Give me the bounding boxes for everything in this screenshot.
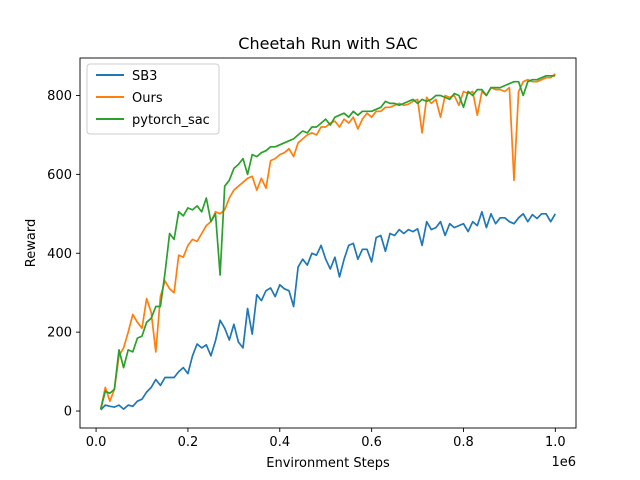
series-line-pytorch-sac: [99, 74, 556, 410]
x-tick-label: 0.4: [269, 435, 290, 450]
legend-label-sb3: SB3: [132, 69, 157, 84]
x-axis-label: Environment Steps: [266, 456, 390, 471]
y-tick-label: 400: [47, 247, 72, 262]
y-tick-label: 600: [47, 168, 72, 183]
series-layer: [99, 73, 557, 411]
x-tick-label: 1.0: [545, 435, 566, 450]
plot-frame: [79, 57, 577, 429]
legend-box: [86, 63, 220, 135]
y-tick-label: 200: [47, 326, 72, 341]
y-axis-label: Reward: [24, 219, 39, 267]
x-tick-label: 0.2: [178, 435, 199, 450]
y-axis: 0 200 400 600 800: [47, 89, 80, 420]
series-line-sb3: [100, 210, 557, 411]
x-axis: 0.0 0.2 0.4 0.6 0.8 1.0: [86, 428, 566, 450]
legend-label-ours: Ours: [132, 91, 163, 106]
legend-label-pytorch-sac: pytorch_sac: [132, 113, 210, 128]
series-line-ours: [99, 73, 556, 410]
y-tick-label: 0: [64, 405, 72, 420]
legend: SB3 Ours pytorch_sac: [86, 63, 220, 135]
x-tick-label: 0.8: [453, 435, 474, 450]
x-tick-label: 0.0: [86, 435, 107, 450]
chart-title: Cheetah Run with SAC: [238, 34, 417, 53]
x-axis-offset-label: 1e6: [551, 455, 576, 470]
x-tick-label: 0.6: [361, 435, 382, 450]
y-tick-label: 800: [47, 89, 72, 104]
